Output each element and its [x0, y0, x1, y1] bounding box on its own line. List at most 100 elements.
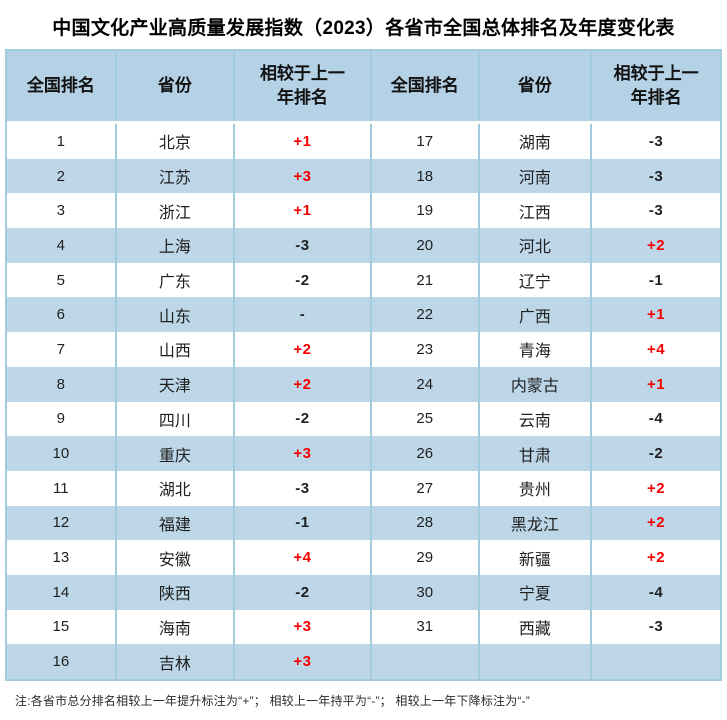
province-cell: 江西 — [477, 193, 591, 229]
table-row: 6 山东 -22 广西 +1 — [7, 297, 720, 333]
province-cell: 宁夏 — [477, 574, 591, 610]
province-cell: 浙江 — [114, 193, 233, 229]
change-cell: - — [233, 297, 370, 333]
table-row: 14 陕西 -2 30 宁夏 -4 — [7, 574, 720, 610]
rank-cell: 9 — [56, 410, 65, 428]
province-cell: 上海 — [114, 228, 233, 263]
province-cell: 四川 — [114, 401, 233, 437]
change-cell: +2 — [590, 228, 720, 263]
ranking-table: 全国排名 省份 相较于上一年排名 全国排名 省份 相较于上一年排名 1 北京 +1 17 湖南 -3… — [5, 49, 722, 681]
province-cell: 内蒙古 — [477, 366, 591, 402]
province-cell: 江苏 — [114, 158, 233, 194]
rank-cell: 3 — [56, 202, 65, 220]
change-cell: -3 — [590, 193, 720, 229]
column-header-label: 省份 — [157, 76, 192, 96]
change-cell: +4 — [590, 332, 720, 367]
table-row: 2 江苏 +3 18 河南 -3 — [7, 158, 720, 194]
column-header: 相较于上一年排名 — [590, 51, 720, 121]
table-row: 15 海南 +3 31 西藏 -3 — [7, 609, 720, 645]
column-header: 省份 — [114, 51, 233, 121]
rank-cell: 15 — [52, 618, 70, 636]
table-row: 10 重庆 +3 26 甘肃 -2 — [7, 436, 720, 471]
province-cell: 黑龙江 — [477, 505, 591, 541]
change-cell: +2 — [590, 540, 720, 575]
column-header: 全国排名 — [7, 51, 115, 121]
page-title: 中国文化产业高质量发展指数（2023）各省市全国总体排名及年度变化表 — [52, 18, 675, 39]
province-cell — [477, 644, 591, 679]
column-header: 省份 — [477, 51, 591, 121]
province-cell: 湖北 — [114, 470, 233, 506]
column-header-label: 相较于上一年排名 — [259, 64, 345, 107]
province-cell: 辽宁 — [477, 262, 591, 298]
table-row: 13 安徽 +4 29 新疆 +2 — [7, 540, 720, 575]
rank-cell: 29 — [369, 540, 478, 575]
rank-cell: 24 — [369, 366, 478, 402]
province-cell: 海南 — [114, 609, 233, 645]
province-cell: 山西 — [114, 332, 233, 367]
column-header: 全国排名 — [369, 51, 478, 121]
table-row: 3 浙江 +1 19 江西 -3 — [7, 193, 720, 229]
province-cell: 西藏 — [477, 609, 591, 645]
rank-cell: 2 — [56, 167, 65, 185]
rank-cell: 11 — [53, 479, 69, 497]
change-cell: -3 — [233, 470, 370, 506]
province-cell: 广东 — [114, 262, 233, 298]
province-cell: 天津 — [114, 366, 233, 402]
rank-cell: 30 — [369, 574, 478, 610]
change-cell: -3 — [590, 124, 720, 159]
rank-cell: 21 — [369, 262, 478, 298]
rank-cell: 18 — [369, 158, 478, 194]
rank-cell: 20 — [369, 228, 478, 263]
table-row: 12 福建 -1 28 黑龙江 +2 — [7, 505, 720, 541]
change-cell: +1 — [590, 297, 720, 333]
rank-cell: 22 — [369, 297, 478, 333]
rank-cell: 16 — [52, 653, 70, 671]
province-cell: 湖南 — [477, 124, 591, 159]
province-cell: 安徽 — [114, 540, 233, 575]
province-cell: 广西 — [477, 297, 591, 333]
table-header-row: 全国排名 省份 相较于上一年排名 全国排名 省份 相较于上一年排名 — [7, 51, 720, 124]
change-cell: +4 — [233, 540, 370, 575]
table-row: 16 吉林 +3 — [7, 644, 720, 679]
change-cell: +3 — [233, 609, 370, 645]
rank-cell: 12 — [52, 514, 70, 532]
change-cell: +2 — [590, 470, 720, 506]
change-cell: +3 — [233, 158, 370, 194]
rank-cell: 17 — [369, 124, 478, 159]
column-header-label: 全国排名 — [26, 76, 95, 96]
change-cell: -1 — [590, 262, 720, 298]
rank-cell: 14 — [52, 583, 70, 601]
change-cell: -4 — [590, 574, 720, 610]
rank-cell: 23 — [369, 332, 478, 367]
column-header-label: 相较于上一年排名 — [613, 64, 699, 107]
province-cell: 河北 — [477, 228, 591, 263]
column-header: 相较于上一年排名 — [233, 51, 370, 121]
change-cell: -4 — [590, 401, 720, 437]
change-cell: +3 — [233, 644, 370, 679]
rank-cell: 7 — [56, 340, 65, 358]
change-cell: +1 — [233, 124, 370, 159]
province-cell: 陕西 — [114, 574, 233, 610]
change-cell: -2 — [233, 574, 370, 610]
rank-cell: 10 — [52, 445, 70, 463]
province-cell: 重庆 — [114, 436, 233, 471]
province-cell: 福建 — [114, 505, 233, 541]
change-cell: -3 — [590, 158, 720, 194]
province-cell: 青海 — [477, 332, 591, 367]
change-cell: +1 — [590, 366, 720, 402]
province-cell: 贵州 — [477, 470, 591, 506]
rank-cell: 26 — [369, 436, 478, 471]
column-header-label: 省份 — [517, 76, 552, 96]
table-body: 1 北京 +1 17 湖南 -3 2 江苏 +3 18 河南 -3 3 浙江 +1 19 江西 -3 4 上海 -3 20… — [7, 124, 720, 679]
rank-cell: 31 — [369, 609, 478, 645]
province-cell: 山东 — [114, 297, 233, 333]
change-cell: +1 — [233, 193, 370, 229]
rank-cell: 28 — [369, 505, 478, 541]
footnote: 注:各省市总分排名相较上一年提升标注为“+”； 相较上一年持平为“-”； 相较上… — [15, 694, 530, 708]
change-cell: -2 — [233, 401, 370, 437]
rank-cell: 27 — [369, 470, 478, 506]
rank-cell: 13 — [52, 549, 70, 567]
province-cell: 新疆 — [477, 540, 591, 575]
change-cell: -3 — [233, 228, 370, 263]
table-row: 4 上海 -3 20 河北 +2 — [7, 228, 720, 263]
